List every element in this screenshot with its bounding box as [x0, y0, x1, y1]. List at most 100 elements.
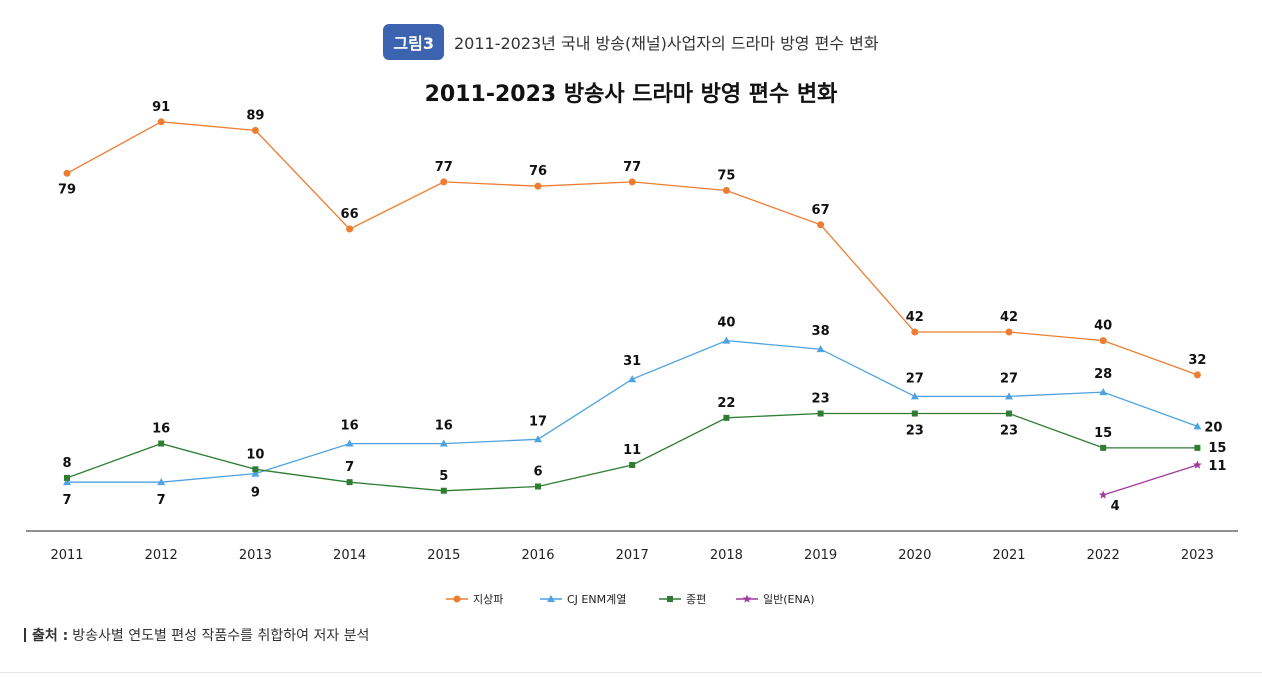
data-label-cj-enm: 31	[623, 354, 641, 369]
data-point-terrestrial	[63, 169, 71, 177]
bottom-divider	[0, 672, 1262, 673]
data-point-cj-enm	[722, 336, 731, 344]
data-point-cj-enm	[251, 469, 260, 477]
data-label-terrestrial: 91	[152, 100, 170, 115]
data-point-jongpyeon	[1194, 444, 1201, 451]
x-tick-label: 2017	[616, 548, 649, 563]
data-label-jongpyeon: 10	[246, 447, 264, 462]
data-label-jongpyeon: 15	[1094, 426, 1112, 441]
data-point-cj-enm	[63, 478, 71, 486]
data-point-cj-enm	[628, 375, 637, 383]
x-tick-label: 2018	[710, 548, 743, 563]
data-label-terrestrial: 75	[717, 168, 735, 183]
data-label-cj-enm: 7	[62, 493, 71, 508]
data-label-terrestrial: 42	[906, 310, 924, 325]
figure-caption: 2011-2023년 국내 방송(채널)사업자의 드라마 방영 편수 변화	[453, 34, 879, 53]
legend-marker	[667, 596, 673, 602]
legend-marker	[742, 594, 752, 603]
data-label-jongpyeon: 16	[152, 422, 170, 437]
data-point-terrestrial	[251, 126, 259, 134]
data-point-jongpyeon	[535, 483, 541, 490]
data-point-cj-enm	[1005, 392, 1013, 400]
data-point-general-ena	[1098, 490, 1108, 499]
data-point-jongpyeon	[252, 466, 259, 473]
data-point-cj-enm	[816, 345, 825, 353]
data-label-jongpyeon: 15	[1208, 441, 1226, 456]
data-label-general-ena: 11	[1208, 459, 1226, 474]
data-point-jongpyeon	[158, 440, 165, 447]
data-label-terrestrial: 77	[435, 160, 453, 175]
data-label-jongpyeon: 8	[62, 456, 71, 471]
data-label-terrestrial: 32	[1188, 353, 1206, 368]
data-point-terrestrial	[1005, 328, 1013, 336]
series-line-general-ena	[1103, 464, 1198, 496]
data-point-terrestrial	[628, 178, 636, 186]
data-point-cj-enm	[910, 392, 919, 400]
data-label-terrestrial: 76	[529, 164, 547, 179]
legend-label: 종편	[686, 593, 706, 606]
x-tick-label: 2015	[427, 548, 460, 563]
data-label-terrestrial: 40	[1094, 319, 1112, 334]
legend-label: 일반(ENA)	[763, 592, 815, 606]
data-point-terrestrial	[911, 328, 919, 336]
data-point-terrestrial	[534, 182, 542, 190]
data-point-terrestrial	[157, 118, 165, 126]
data-point-general-ena	[1193, 460, 1202, 469]
x-tick-label: 2011	[50, 548, 83, 563]
data-label-jongpyeon: 5	[439, 469, 448, 484]
data-label-cj-enm: 40	[717, 316, 735, 331]
data-label-jongpyeon: 6	[533, 464, 542, 479]
data-label-jongpyeon: 23	[812, 392, 830, 407]
data-label-jongpyeon: 23	[906, 424, 924, 439]
chart-title: 2011-2023 방송사 드라마 방영 편수 변화	[424, 82, 838, 107]
data-point-jongpyeon	[346, 479, 353, 486]
data-point-cj-enm	[534, 435, 542, 443]
data-label-cj-enm: 9	[251, 486, 260, 501]
data-label-cj-enm: 20	[1204, 420, 1222, 435]
data-label-cj-enm: 17	[529, 414, 547, 429]
x-tick-label: 2019	[804, 548, 837, 563]
data-label-jongpyeon: 7	[345, 460, 354, 475]
data-label-terrestrial: 89	[246, 108, 264, 123]
data-label-jongpyeon: 23	[1000, 424, 1018, 439]
data-point-jongpyeon	[817, 410, 824, 417]
data-point-cj-enm	[157, 478, 166, 486]
data-point-cj-enm	[1193, 422, 1202, 430]
data-point-jongpyeon	[629, 462, 636, 469]
data-point-jongpyeon	[723, 414, 730, 421]
data-point-jongpyeon	[64, 474, 70, 481]
x-tick-label: 2013	[239, 548, 272, 563]
data-label-terrestrial: 79	[58, 182, 76, 197]
data-label-cj-enm: 27	[1000, 371, 1018, 386]
source-text: 방송사별 연도별 편성 작품수를 취합하여 저자 분석	[72, 628, 370, 644]
data-label-terrestrial: 67	[812, 203, 830, 218]
data-label-cj-enm: 38	[812, 324, 830, 339]
x-tick-label: 2016	[521, 548, 554, 563]
data-label-jongpyeon: 22	[717, 396, 735, 411]
x-tick-label: 2021	[992, 548, 1025, 563]
data-label-cj-enm: 16	[341, 419, 359, 434]
data-label-terrestrial: 66	[341, 207, 359, 222]
data-point-terrestrial	[1099, 337, 1107, 345]
data-point-jongpyeon	[1100, 444, 1107, 451]
data-label-terrestrial: 77	[623, 160, 641, 175]
data-point-jongpyeon	[1006, 410, 1012, 417]
source-note: 출처 : 방송사별 연도별 편성 작품수를 취합하여 저자 분석	[24, 625, 369, 645]
data-point-jongpyeon	[911, 410, 918, 417]
data-point-terrestrial	[817, 221, 825, 229]
data-point-terrestrial	[1193, 371, 1201, 379]
data-point-cj-enm	[1099, 388, 1108, 396]
source-bar	[24, 628, 26, 642]
data-label-terrestrial: 42	[1000, 310, 1018, 325]
data-point-terrestrial	[346, 225, 354, 233]
data-label-general-ena: 4	[1111, 499, 1120, 514]
figure-badge: 그림3	[383, 24, 444, 60]
data-point-cj-enm	[439, 439, 448, 447]
x-tick-label: 2022	[1087, 548, 1120, 563]
figure-header: 그림3 2011-2023년 국내 방송(채널)사업자의 드라마 방영 편수 변…	[0, 24, 1262, 60]
x-tick-label: 2023	[1181, 548, 1214, 563]
data-label-cj-enm: 16	[435, 419, 453, 434]
data-point-jongpyeon	[440, 487, 447, 494]
data-label-cj-enm: 27	[906, 371, 924, 386]
